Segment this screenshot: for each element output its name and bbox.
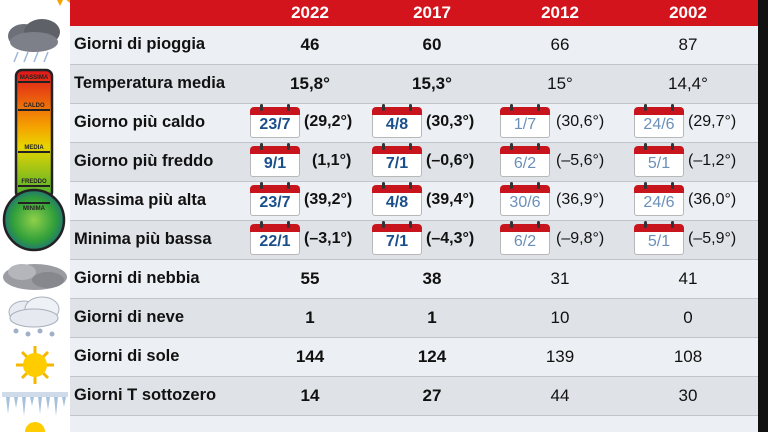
table-row: Giorni T sottozero 14 27 44 30 (70, 377, 758, 415)
right-edge (758, 0, 768, 432)
value-cell: 60 (422, 35, 442, 54)
value-cell: 15,3° (412, 74, 452, 93)
table-row: Minima più bassa 22/1 (–3,1°) 7/1 (–4,3°… (70, 221, 758, 259)
row-label: Giorno più freddo (74, 152, 214, 170)
calendar-date: 23/7 (250, 182, 300, 217)
value-cell: 139 (545, 347, 575, 366)
table-row: Giorno più caldo 23/7 (29,2°) 4/8 (30,3°… (70, 104, 758, 142)
value-cell: 46 (300, 35, 320, 54)
thermo-label-freddo: FREDDO (21, 179, 47, 185)
temp-value: (–3,1°) (304, 230, 353, 247)
thermo-label-minima: MINIMA (23, 206, 46, 212)
calendar-date: 22/1 (250, 221, 300, 256)
value-cell: 30 (678, 386, 698, 405)
calendar-date: 5/1 (634, 143, 684, 178)
value-cell: 144 (295, 347, 325, 366)
value-cell: 41 (678, 269, 698, 288)
value-cell: 108 (673, 347, 703, 366)
table-row: Temperatura media 15,8° 15,3° 15° 14,4° (70, 65, 758, 103)
value-cell: 87 (678, 35, 698, 54)
table-row: Massima più alta 23/7 (39,2°) 4/8 (39,4°… (70, 182, 758, 220)
calendar-date: 24/6 (634, 104, 684, 139)
temp-value: (39,4°) (426, 191, 475, 208)
temp-value: (–5,6°) (556, 152, 605, 169)
temp-value: (1,1°) (312, 152, 352, 169)
sun-icon (25, 422, 45, 432)
value-cell: 124 (417, 347, 447, 366)
row-label: Giorno più caldo (74, 113, 206, 131)
icon-column: MASSIMA CALDO MEDIA FREDDO MINIMA (0, 0, 94, 432)
table-row (70, 416, 758, 432)
value-cell: 10 (550, 308, 570, 327)
temp-value: (30,3°) (426, 113, 475, 130)
year-header-2002: 2002 (669, 3, 707, 22)
calendar-date: 4/8 (372, 182, 422, 217)
value-cell: 38 (422, 269, 442, 288)
calendar-date: 6/2 (500, 143, 550, 178)
year-header-2022: 2022 (291, 3, 329, 22)
temp-value: (–4,3°) (426, 230, 475, 247)
thermo-label-caldo: CALDO (23, 103, 45, 109)
year-header-2012: 2012 (541, 3, 579, 22)
table-row: Giorni di pioggia 46 60 66 87 (70, 26, 758, 64)
calendar-date: 4/8 (372, 104, 422, 139)
value-cell: 14 (300, 386, 320, 405)
calendar-date: 7/1 (372, 221, 422, 256)
value-cell: 66 (550, 35, 570, 54)
calendar-date: 7/1 (372, 143, 422, 178)
row-label: Giorni T sottozero (74, 386, 217, 404)
thermometer-icon: MASSIMA CALDO MEDIA FREDDO MINIMA (2, 68, 66, 252)
fog-icon (3, 264, 67, 290)
thermo-label-media: MEDIA (24, 145, 44, 151)
value-cell: 15,8° (290, 74, 330, 93)
calendar-date: 5/1 (634, 221, 684, 256)
temp-value: (29,7°) (688, 113, 737, 130)
value-cell: 44 (550, 386, 570, 405)
snow-cloud-icon (8, 296, 60, 337)
temp-value: (39,2°) (304, 191, 353, 208)
sun-icon (16, 346, 54, 384)
value-cell: 1 (305, 308, 315, 327)
calendar-date: 30/6 (500, 182, 550, 217)
value-cell: 14,4° (668, 74, 708, 93)
value-cell: 15° (547, 74, 573, 93)
table-row: Giorni di neve 1 1 10 0 (70, 299, 758, 337)
table-header: 2022 2017 2012 2002 (70, 0, 758, 26)
row-label: Minima più bassa (74, 230, 212, 248)
row-label: Temperatura media (74, 74, 225, 92)
value-cell: 1 (427, 308, 437, 327)
row-label: Giorni di nebbia (74, 269, 200, 287)
temp-value: (36,9°) (556, 191, 605, 208)
icicles-icon (2, 392, 68, 416)
calendar-date: 23/7 (250, 104, 300, 139)
value-cell: 27 (422, 386, 442, 405)
calendar-date: 1/7 (500, 104, 550, 139)
row-label: Giorni di pioggia (74, 35, 206, 53)
calendar-date: 6/2 (500, 221, 550, 256)
calendar-date: 9/1 (250, 143, 300, 178)
temp-value: (–0,6°) (426, 152, 475, 169)
table-row: Giorni di sole 144 124 139 108 (70, 338, 758, 376)
temp-value: (29,2°) (304, 113, 353, 130)
row-label: Giorni di neve (74, 308, 185, 326)
value-cell: 31 (550, 269, 570, 288)
temp-value: (–5,9°) (688, 230, 737, 247)
table-row: Giorni di nebbia 55 38 31 41 (70, 260, 758, 298)
table-row: Giorno più freddo 9/1 (1,1°) 7/1 (–0,6°)… (70, 143, 758, 181)
year-header-2017: 2017 (413, 3, 451, 22)
value-cell: 55 (300, 269, 320, 288)
temp-value: (30,6°) (556, 113, 605, 130)
rain-cloud-icon (8, 19, 60, 63)
thermo-label-massima: MASSIMA (20, 75, 49, 81)
row-label: Massima più alta (74, 191, 207, 209)
temp-value: (36,0°) (688, 191, 737, 208)
value-cell: 0 (683, 308, 693, 327)
calendar-date: 24/6 (634, 182, 684, 217)
temp-value: (–9,8°) (556, 230, 605, 247)
row-label: Giorni di sole (74, 347, 180, 365)
temp-value: (–1,2°) (688, 152, 737, 169)
